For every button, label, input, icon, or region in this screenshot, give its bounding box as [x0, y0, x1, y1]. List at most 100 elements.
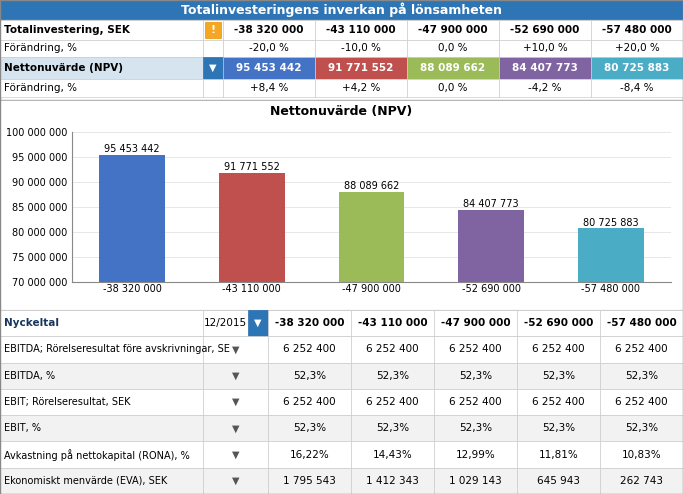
Text: -38 320 000: -38 320 000 — [234, 25, 304, 35]
Bar — [268, 415, 351, 442]
Bar — [591, 40, 683, 57]
Text: -38 320 000: -38 320 000 — [102, 284, 162, 294]
Bar — [458, 210, 524, 494]
Text: -43 110 000: -43 110 000 — [223, 284, 281, 294]
Bar — [0, 310, 203, 336]
Text: Avkastning på nettokapital (RONA), %: Avkastning på nettokapital (RONA), % — [4, 449, 190, 460]
Bar — [517, 310, 600, 336]
Text: 88 089 662: 88 089 662 — [344, 181, 399, 191]
Text: 0,0 %: 0,0 % — [438, 83, 468, 93]
Text: 6 252 400: 6 252 400 — [283, 344, 336, 354]
Text: Ekonomiskt menvärde (EVA), SEK: Ekonomiskt menvärde (EVA), SEK — [4, 476, 167, 486]
Bar — [0, 79, 203, 97]
Text: 52,3%: 52,3% — [542, 370, 575, 381]
Bar — [268, 363, 351, 389]
Text: Nettonuvärde (NPV): Nettonuvärde (NPV) — [4, 63, 123, 73]
Bar — [203, 468, 268, 494]
Bar — [203, 310, 248, 336]
Bar — [407, 79, 499, 97]
Text: 645 943: 645 943 — [537, 476, 580, 486]
Bar — [203, 57, 223, 79]
Text: ▼: ▼ — [232, 344, 239, 354]
Text: 10,83%: 10,83% — [622, 450, 661, 459]
Text: ▼: ▼ — [232, 476, 239, 486]
Bar — [0, 415, 203, 442]
Bar — [600, 363, 683, 389]
Text: 52,3%: 52,3% — [542, 423, 575, 433]
Text: 6 252 400: 6 252 400 — [532, 344, 585, 354]
Bar — [0, 336, 203, 363]
Bar — [591, 79, 683, 97]
Text: EBITDA; Rörelseresultat före avskrivningar, SE: EBITDA; Rörelseresultat före avskrivning… — [4, 344, 230, 354]
Bar — [268, 310, 351, 336]
Bar — [351, 336, 434, 363]
Bar — [499, 57, 591, 79]
Bar — [248, 310, 268, 336]
Text: 52,3%: 52,3% — [625, 370, 658, 381]
Text: Förändring, %: Förändring, % — [4, 43, 77, 53]
Bar — [203, 389, 268, 415]
Text: -38 320 000: -38 320 000 — [275, 318, 344, 328]
Bar — [339, 192, 404, 494]
Text: 52,3%: 52,3% — [459, 423, 492, 433]
Bar — [434, 336, 517, 363]
Text: 84 407 773: 84 407 773 — [512, 63, 578, 73]
Bar — [223, 40, 315, 57]
Text: EBIT, %: EBIT, % — [4, 423, 41, 433]
Text: 80 725 883: 80 725 883 — [583, 218, 639, 228]
Text: 91 771 552: 91 771 552 — [224, 163, 280, 172]
Text: Totalinvestering, SEK: Totalinvestering, SEK — [4, 25, 130, 35]
Text: Nettonuvärde (NPV): Nettonuvärde (NPV) — [270, 105, 413, 118]
Bar — [315, 20, 407, 40]
Bar — [268, 442, 351, 468]
Text: 52,3%: 52,3% — [376, 370, 409, 381]
Bar — [315, 57, 407, 79]
Text: -47 900 000: -47 900 000 — [418, 25, 488, 35]
Text: -47 900 000: -47 900 000 — [441, 318, 510, 328]
Text: ▼: ▼ — [232, 450, 239, 459]
Bar — [517, 415, 600, 442]
Text: Totalinvesteringens inverkan på lönsamheten: Totalinvesteringens inverkan på lönsamhe… — [181, 3, 502, 17]
Bar — [268, 468, 351, 494]
Text: ▼: ▼ — [232, 370, 239, 381]
Bar — [517, 336, 600, 363]
Bar — [499, 20, 591, 40]
Bar — [268, 336, 351, 363]
Text: -57 480 000: -57 480 000 — [581, 284, 641, 294]
Bar — [434, 389, 517, 415]
Text: EBIT; Rörelseresultat, SEK: EBIT; Rörelseresultat, SEK — [4, 397, 130, 407]
Text: 1 029 143: 1 029 143 — [449, 476, 502, 486]
Bar — [351, 415, 434, 442]
Bar — [517, 389, 600, 415]
Bar — [203, 40, 223, 57]
Bar — [600, 442, 683, 468]
Bar — [223, 57, 315, 79]
Text: 84 407 773: 84 407 773 — [463, 199, 519, 209]
Text: 52,3%: 52,3% — [376, 423, 409, 433]
Text: 91 771 552: 91 771 552 — [329, 63, 393, 73]
Bar — [0, 442, 203, 468]
Text: -10,0 %: -10,0 % — [341, 43, 381, 53]
Text: -52 690 000: -52 690 000 — [510, 25, 580, 35]
Text: -4,2 %: -4,2 % — [528, 83, 561, 93]
Bar — [203, 363, 268, 389]
Bar — [0, 389, 203, 415]
Text: -52 690 000: -52 690 000 — [462, 284, 520, 294]
Bar — [0, 57, 203, 79]
Bar — [434, 468, 517, 494]
Text: 6 252 400: 6 252 400 — [283, 397, 336, 407]
Bar — [517, 468, 600, 494]
Bar — [517, 442, 600, 468]
Bar — [0, 363, 203, 389]
Bar — [434, 415, 517, 442]
Bar — [499, 40, 591, 57]
Bar — [600, 336, 683, 363]
Bar — [203, 336, 268, 363]
Text: 262 743: 262 743 — [620, 476, 663, 486]
Text: +20,0 %: +20,0 % — [615, 43, 659, 53]
Bar — [517, 363, 600, 389]
Bar — [315, 40, 407, 57]
Bar — [434, 310, 517, 336]
Text: -20,0 %: -20,0 % — [249, 43, 289, 53]
Text: +8,4 %: +8,4 % — [250, 83, 288, 93]
